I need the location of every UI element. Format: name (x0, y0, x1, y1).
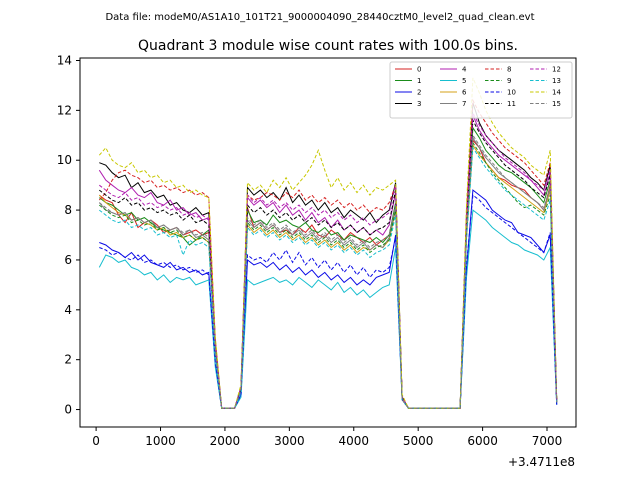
legend-label-11: 11 (507, 100, 516, 108)
chart-title: Quadrant 3 module wise count rates with … (138, 38, 518, 54)
y-tick-label: 0 (64, 403, 72, 417)
y-tick-label: 4 (64, 303, 72, 317)
axes-frame (79, 57, 577, 428)
series-line-12 (98, 111, 558, 409)
legend-label-14: 14 (552, 89, 561, 97)
chart-suptitle: Data file: modeM0/AS1A10_101T21_90000040… (105, 12, 534, 23)
legend-label-1: 1 (417, 77, 421, 85)
legend-label-7: 7 (462, 100, 466, 108)
series-line-3 (99, 102, 558, 409)
series-line-13 (98, 146, 558, 409)
y-tick-label: 12 (57, 103, 72, 117)
y-tick-label: 2 (64, 353, 72, 367)
x-tick-label: 6000 (467, 434, 498, 448)
series-line-2 (99, 189, 558, 409)
legend-label-10: 10 (507, 89, 516, 97)
x-tick-label: 7000 (532, 434, 563, 448)
legend-label-15: 15 (552, 100, 561, 108)
y-tick-label: 14 (57, 53, 72, 67)
series-line-7 (98, 136, 558, 409)
series-line-5 (98, 209, 558, 409)
series-line-9 (98, 141, 558, 409)
series-line-6 (98, 143, 558, 409)
x-tick-label: 3000 (274, 434, 305, 448)
y-tick-label: 6 (64, 253, 72, 267)
legend-label-3: 3 (417, 100, 421, 108)
x-tick-label: 0 (92, 434, 100, 448)
legend-label-4: 4 (462, 66, 467, 74)
series-line-11 (98, 118, 558, 409)
legend-frame (389, 61, 573, 119)
series-layer (98, 77, 558, 409)
x-tick-label: 1000 (145, 434, 176, 448)
legend-label-5: 5 (462, 77, 466, 85)
legend-label-9: 9 (507, 77, 511, 85)
legend-label-2: 2 (417, 89, 421, 97)
legend-label-12: 12 (552, 66, 561, 74)
series-line-1 (98, 126, 558, 409)
series-line-15 (98, 133, 558, 409)
series-line-10 (99, 194, 558, 409)
legend-label-0: 0 (417, 66, 421, 74)
legend-label-13: 13 (552, 77, 561, 85)
legend-label-6: 6 (462, 89, 467, 97)
y-tick-label: 10 (57, 153, 72, 167)
legend-label-8: 8 (507, 66, 511, 74)
x-offset-label: +3.4711e8 (508, 455, 575, 469)
x-tick-label: 4000 (338, 434, 369, 448)
x-tick-label: 2000 (210, 434, 241, 448)
y-tick-label: 8 (64, 203, 72, 217)
x-tick-label: 5000 (403, 434, 434, 448)
